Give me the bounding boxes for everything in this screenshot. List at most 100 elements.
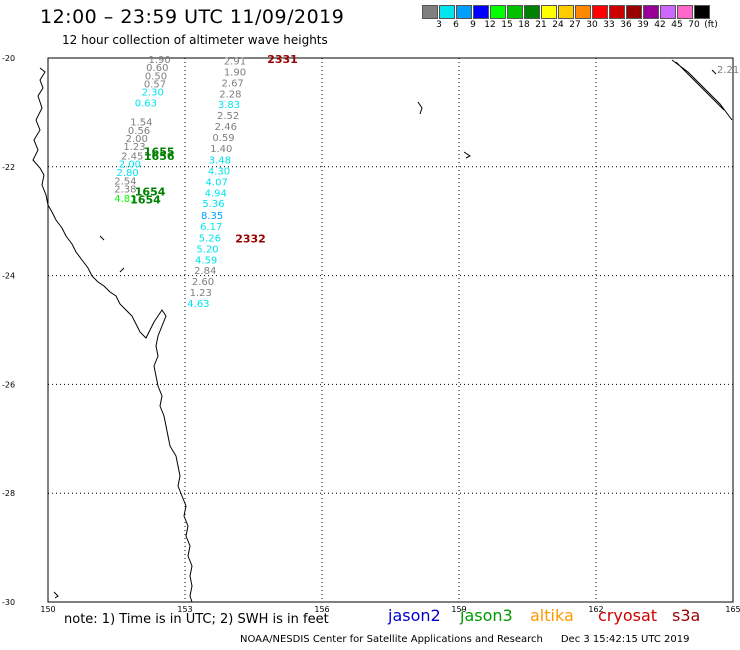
- pass-time-marker: 2332: [235, 233, 266, 246]
- legend-swatch-4: [490, 5, 506, 19]
- latitude-tick-label: -24: [2, 272, 15, 281]
- latitude-tick-label: -28: [2, 489, 15, 498]
- swh-label-s3a: 6.17: [200, 222, 222, 233]
- pass-time-marker: 2331: [267, 53, 298, 66]
- swh-label-s3a: 1.23: [190, 288, 212, 299]
- legend-swatch-9: [575, 5, 591, 19]
- legend-swatches: [422, 5, 740, 19]
- legend-label: 39: [637, 20, 649, 30]
- longitude-tick-label: 153: [177, 605, 192, 614]
- swh-label-s3a: 2.60: [192, 277, 214, 288]
- legend-label: 3: [436, 20, 442, 30]
- island-4: [463, 151, 471, 159]
- swh-label-s3a: 4.07: [206, 177, 228, 188]
- pass-time-marker: 1654: [130, 193, 161, 206]
- swh-label-edge: 2.21: [717, 65, 739, 76]
- legend-swatch-14: [660, 5, 676, 19]
- island-1: [99, 235, 105, 241]
- legend-label: 27: [569, 20, 581, 30]
- swh-label-jason3: 2.80: [117, 168, 139, 179]
- swh-label-s3a: 3.48: [209, 156, 231, 167]
- swh-label-s3a: 1.90: [224, 68, 246, 79]
- legend-label: 42: [654, 20, 666, 30]
- color-legend: 3 6 9 12 15 18 21 24 27 30 33 36 39 42 45 70 (ft): [422, 5, 740, 33]
- legend-label: 9: [470, 20, 476, 30]
- legend-swatch-15: [677, 5, 693, 19]
- longitude-tick-label: 159: [451, 605, 466, 614]
- swh-label-s3a: 4.63: [187, 299, 209, 310]
- legend-label: 12: [484, 20, 496, 30]
- legend-swatch-3: [473, 5, 489, 19]
- swh-label-s3a: 4.30: [208, 167, 230, 178]
- generated-timestamp: Dec 3 15:42:15 UTC 2019: [560, 634, 690, 645]
- swh-label-jason3: 2.30: [142, 88, 164, 99]
- legend-label: 24: [552, 20, 564, 30]
- legend-label: 30: [586, 20, 598, 30]
- swh-label-s3a: 5.26: [199, 234, 221, 245]
- map-grid: [47, 57, 734, 603]
- longitude-tick-label: 156: [314, 605, 329, 614]
- swh-label-s3a: 2.67: [222, 78, 244, 89]
- swh-label-s3a: 2.91: [224, 57, 246, 68]
- swh-label-jason3: 0.57: [144, 80, 166, 91]
- swh-label-jason3: 0.56: [128, 126, 150, 137]
- legend-label: 18: [518, 20, 530, 30]
- wave-height-labels: 2.911.902.672.283.832.522.460.591.403.48…: [114, 53, 739, 310]
- legend-label: 70: [688, 20, 700, 30]
- latitude-tick-label: -26: [2, 380, 15, 389]
- pass-time-marker: 1655: [144, 146, 175, 159]
- map-frame: [47, 57, 734, 603]
- longitude-tick-label: 165: [725, 605, 740, 614]
- legend-label: 45: [671, 20, 683, 30]
- swh-label-s3a: 4.59: [195, 255, 217, 266]
- swh-label-jason3: 2.38: [114, 185, 136, 196]
- latitude-tick-label: -30: [2, 598, 15, 607]
- swh-label-jason3: 0.60: [146, 63, 168, 74]
- legend-swatch-8: [558, 5, 574, 19]
- pass-time-marker: 1654: [135, 185, 166, 198]
- coastline: [32, 59, 733, 603]
- legend-label: 15: [501, 20, 513, 30]
- longitude-tick-label: 150: [40, 605, 55, 614]
- swh-label-jason3: 0.50: [145, 71, 167, 82]
- swh-label-s3a: 2.84: [194, 266, 216, 277]
- satellite-label-cryosat: cryosat: [598, 606, 658, 625]
- swh-label-s3a: 3.83: [218, 100, 240, 111]
- legend-swatch-0: [422, 5, 438, 19]
- satellite-label-altika: altika: [530, 606, 574, 625]
- new-caledonia-coastline: [671, 59, 733, 121]
- swh-label-s3a: 5.20: [196, 244, 218, 255]
- australia-coastline: [32, 67, 193, 603]
- swh-label-jason3: 1.23: [123, 142, 145, 153]
- legend-label: 6: [453, 20, 459, 30]
- legend-swatch-16: [694, 5, 710, 19]
- island-5: [53, 591, 59, 599]
- swh-label-s3a: 2.28: [219, 89, 241, 100]
- legend-label: 36: [620, 20, 632, 30]
- footer-credit: NOAA/NESDIS Center for Satellite Applica…: [240, 634, 689, 645]
- latitude-tick-label: -20: [2, 54, 15, 63]
- map-title: 12:00 – 23:59 UTC 11/09/2019: [40, 6, 345, 28]
- swh-label-jason3: 2.00: [119, 160, 141, 171]
- swh-label-s3a: 8.35: [201, 211, 223, 222]
- swh-label-s3a: 1.40: [210, 144, 232, 155]
- longitude-tick-label: 162: [588, 605, 603, 614]
- axis-tick-labels: 150 153 156 159 162 165 -20 -22 -24 -26 -28 -30: [2, 54, 740, 614]
- swh-label-jason3: 2.00: [126, 134, 148, 145]
- swh-label-s3a: 4.94: [205, 188, 227, 199]
- legend-label: 33: [603, 20, 615, 30]
- legend-label: (ft): [704, 20, 718, 30]
- legend-swatch-13: [643, 5, 659, 19]
- swh-label-jason3: 1.54: [130, 118, 152, 129]
- swh-label-s3a: 2.52: [217, 111, 239, 122]
- legend-labels: 3 6 9 12 15 18 21 24 27 30 33 36 39 42 45 70 (ft): [422, 19, 740, 33]
- swh-label-jason3: 1.90: [148, 55, 170, 66]
- satellite-label-jason2: jason2: [388, 606, 441, 625]
- map-subtitle: 12 hour collection of altimeter wave hei…: [62, 33, 328, 47]
- swh-label-s3a: 0.59: [212, 133, 234, 144]
- swh-label-s3a: 2.46: [215, 122, 237, 133]
- legend-swatch-2: [456, 5, 472, 19]
- swh-label-jason3: 4.81: [114, 194, 136, 205]
- swh-label-jason3: 2.45: [121, 151, 143, 162]
